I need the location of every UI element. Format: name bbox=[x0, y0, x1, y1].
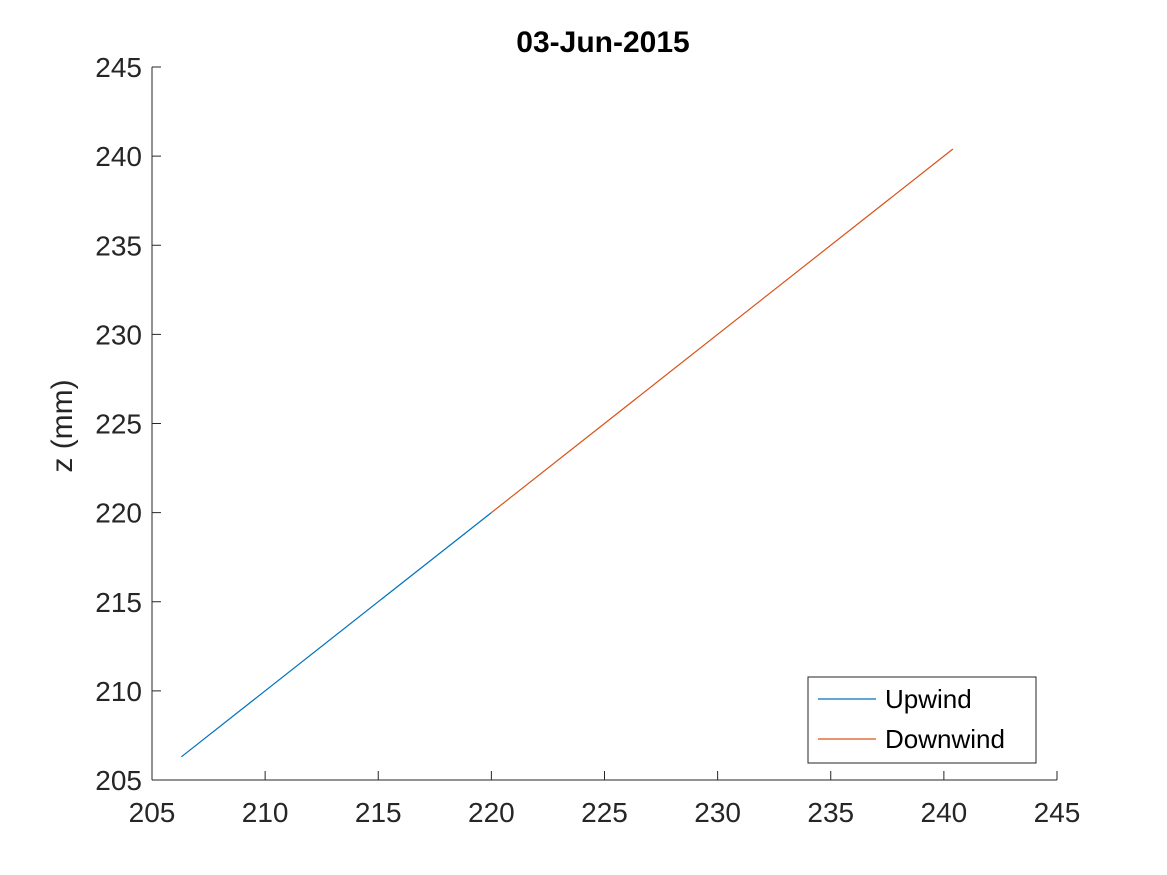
y-tick-label: 240 bbox=[95, 141, 142, 172]
legend-label: Upwind bbox=[885, 684, 972, 714]
series-line-upwind bbox=[181, 512, 492, 758]
y-tick-label: 205 bbox=[95, 765, 142, 796]
x-tick-label: 240 bbox=[921, 797, 968, 828]
y-tick-label: 235 bbox=[95, 230, 142, 261]
legend-label: Downwind bbox=[885, 724, 1005, 754]
y-tick-label: 225 bbox=[95, 409, 142, 440]
x-tick-label: 225 bbox=[581, 797, 628, 828]
y-axis-ticks: 205 210 215 220 225 230 235 240 245 bbox=[95, 52, 161, 796]
x-axis-ticks: 205 210 215 220 225 230 235 240 245 bbox=[129, 771, 1081, 828]
y-axis-label: z (mm) bbox=[46, 379, 79, 472]
y-tick-label: 215 bbox=[95, 587, 142, 618]
x-tick-label: 210 bbox=[242, 797, 289, 828]
y-tick-label: 230 bbox=[95, 319, 142, 350]
x-tick-label: 230 bbox=[694, 797, 741, 828]
x-tick-label: 235 bbox=[807, 797, 854, 828]
chart-title: 03-Jun-2015 bbox=[516, 26, 689, 59]
y-tick-label: 245 bbox=[95, 52, 142, 83]
x-tick-label: 220 bbox=[468, 797, 515, 828]
series-lines bbox=[181, 148, 954, 758]
x-tick-label: 245 bbox=[1034, 797, 1081, 828]
y-tick-label: 220 bbox=[95, 498, 142, 529]
legend-box bbox=[807, 676, 1037, 764]
legend: Upwind Downwind bbox=[807, 676, 1037, 764]
x-tick-label: 215 bbox=[355, 797, 402, 828]
series-line-downwind bbox=[491, 148, 954, 514]
x-tick-label: 205 bbox=[129, 797, 176, 828]
y-tick-label: 210 bbox=[95, 676, 142, 707]
